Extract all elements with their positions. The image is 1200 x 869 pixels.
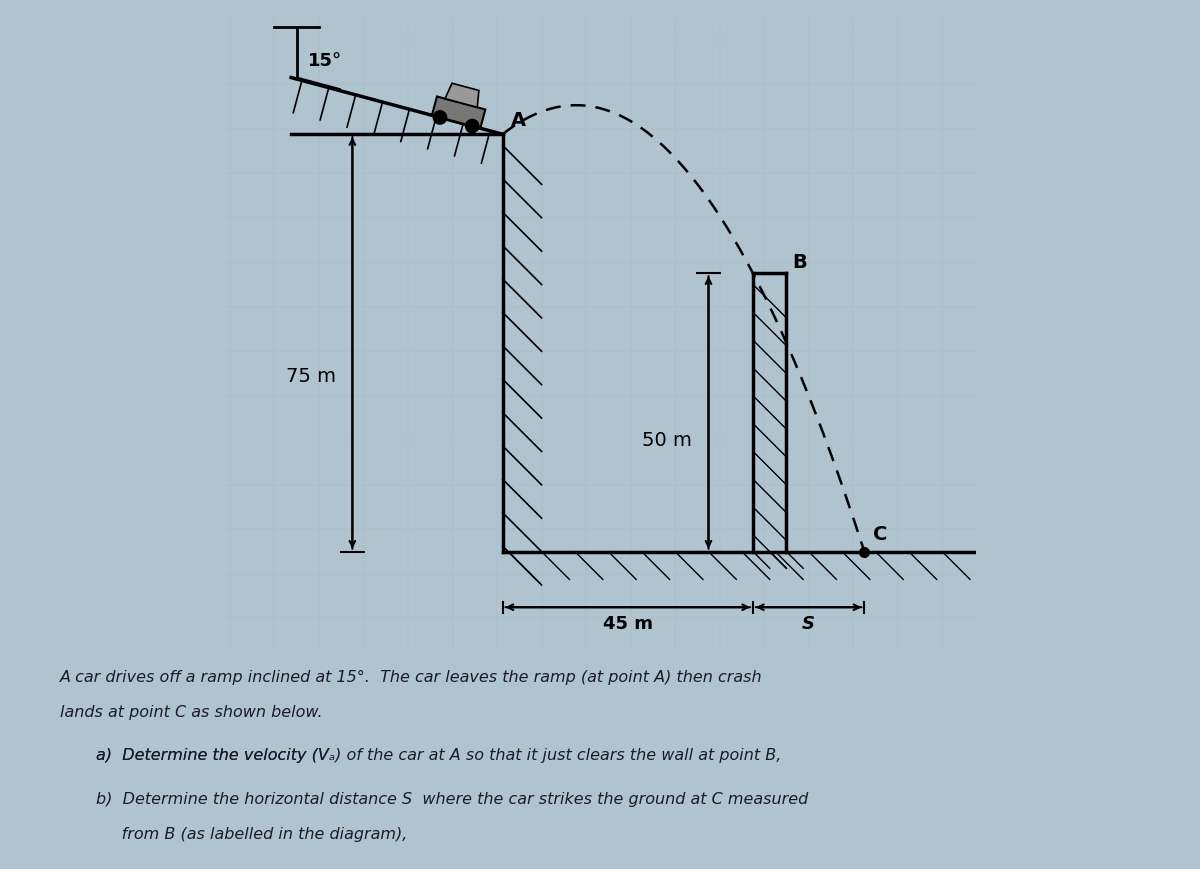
Polygon shape bbox=[432, 96, 485, 129]
Text: A: A bbox=[511, 111, 526, 129]
Polygon shape bbox=[445, 83, 479, 107]
Text: S: S bbox=[802, 615, 815, 634]
Text: b)  Determine the horizontal distance S  where the car strikes the ground at C m: b) Determine the horizontal distance S w… bbox=[96, 792, 809, 806]
Circle shape bbox=[466, 119, 479, 133]
Circle shape bbox=[433, 110, 446, 124]
Text: C: C bbox=[872, 526, 887, 545]
Text: 15°: 15° bbox=[308, 52, 342, 70]
Text: B: B bbox=[792, 253, 806, 272]
Text: a)  Determine the velocity (Vₐ) of the car at A so that it just clears the wall : a) Determine the velocity (Vₐ) of the ca… bbox=[96, 748, 781, 763]
Text: 75 m: 75 m bbox=[286, 367, 336, 386]
Text: a)  Determine the velocity (V: a) Determine the velocity (V bbox=[96, 748, 329, 763]
Text: A car drives off a ramp inclined at 15°.  The car leaves the ramp (at point A) t: A car drives off a ramp inclined at 15°.… bbox=[60, 670, 763, 685]
Text: 50 m: 50 m bbox=[642, 431, 692, 450]
Text: from B (as labelled in the diagram),: from B (as labelled in the diagram), bbox=[96, 826, 407, 841]
Text: lands at point C as shown below.: lands at point C as shown below. bbox=[60, 705, 323, 720]
Text: 45 m: 45 m bbox=[602, 615, 653, 634]
